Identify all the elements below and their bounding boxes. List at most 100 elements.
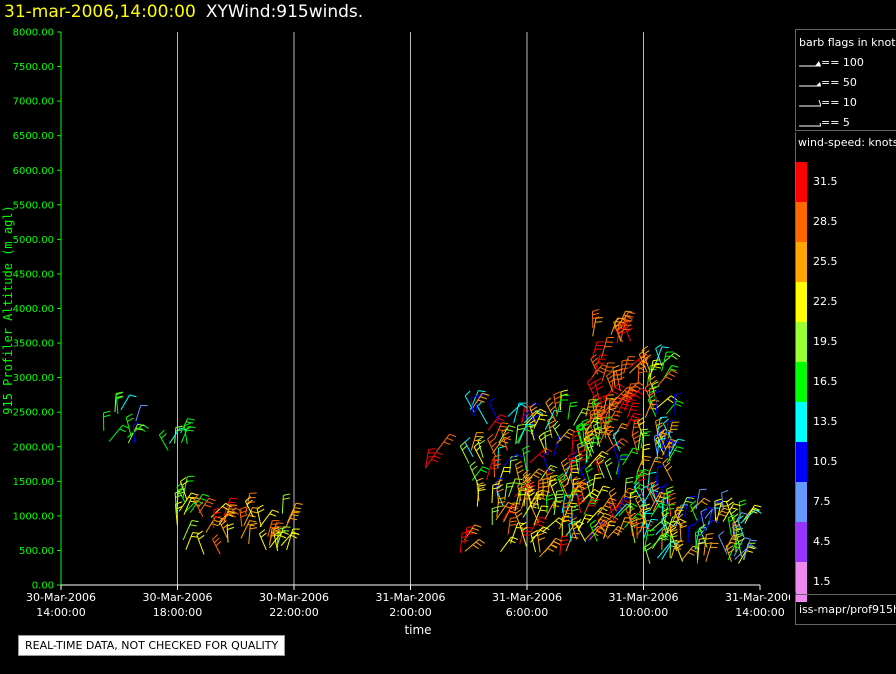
speed-label: 10.5 xyxy=(813,455,838,468)
speed-label: 19.5 xyxy=(813,335,838,348)
wind-barb xyxy=(586,377,597,400)
wind-barb xyxy=(248,522,258,545)
wind-barb xyxy=(135,404,148,422)
wind-barb xyxy=(689,500,698,521)
x-tick-date: 31-Mar-2006 xyxy=(492,591,562,604)
y-tick-label: 5500.00 xyxy=(13,200,54,211)
wind-barb xyxy=(182,520,199,541)
wind-barb xyxy=(239,506,248,527)
wind-barb xyxy=(695,488,707,510)
wind-barb xyxy=(637,362,646,385)
wind-barb xyxy=(496,497,506,518)
wind-barb xyxy=(459,531,470,553)
barb-row-100: == 100 xyxy=(799,56,864,70)
y-tick-label: 6500.00 xyxy=(13,131,54,142)
wind-barb xyxy=(424,451,443,469)
y-tick-label: 4000.00 xyxy=(13,304,54,315)
wind-barb xyxy=(636,455,652,472)
wind-barb xyxy=(655,465,665,486)
wind-barb xyxy=(654,395,678,410)
wind-barb xyxy=(643,509,651,529)
wind-barb xyxy=(243,506,260,526)
speed-label: 1.5 xyxy=(813,575,831,588)
wind-barb xyxy=(647,471,657,490)
quality-notice: REAL-TIME DATA, NOT CHECKED FOR QUALITY xyxy=(18,635,286,656)
wind-barb xyxy=(592,341,604,359)
wind-barb xyxy=(575,453,583,474)
wind-barb xyxy=(560,458,571,481)
wind-barb xyxy=(285,510,301,529)
wind-barb xyxy=(594,512,612,528)
wind-barb xyxy=(727,514,736,536)
wind-barb xyxy=(644,542,653,564)
barb-row-50: == 50 xyxy=(799,76,857,90)
wind-barb xyxy=(491,506,500,525)
wind-barb xyxy=(513,402,527,423)
data-source-box: iss-mapr/prof915h xyxy=(795,594,896,625)
wind-barb xyxy=(655,344,663,367)
wind-barb xyxy=(476,401,488,425)
wind-barb xyxy=(651,534,668,549)
wind-barb xyxy=(494,422,509,439)
wind-barb xyxy=(649,359,661,382)
wind-barb xyxy=(679,521,687,542)
wind-barb xyxy=(724,534,741,552)
wind-barb xyxy=(212,534,222,555)
wind-barb xyxy=(436,433,457,453)
wind-barb xyxy=(221,507,242,522)
speed-label: 22.5 xyxy=(813,295,838,308)
y-axis-label: 915 Profiler Altitude (m agl) xyxy=(1,205,15,415)
speed-label: 25.5 xyxy=(813,255,838,268)
wind-barb xyxy=(586,478,595,502)
wind-barb xyxy=(608,398,617,422)
wind-barb xyxy=(669,526,678,552)
wind-barb xyxy=(596,515,619,531)
wind-barb xyxy=(515,460,524,484)
wind-barb xyxy=(269,531,289,549)
wind-barb xyxy=(487,414,507,431)
wind-barb xyxy=(742,539,757,560)
wind-barb xyxy=(665,441,681,458)
wind-barb xyxy=(678,496,695,516)
barb-row-5: == 5 xyxy=(799,116,850,130)
wind-barb xyxy=(705,542,719,562)
speed-swatch xyxy=(796,362,807,402)
wind-barb xyxy=(731,512,749,529)
wind-barb xyxy=(174,490,183,514)
wind-barb xyxy=(552,420,562,442)
wind-barb xyxy=(193,494,204,517)
wind-barb xyxy=(592,317,603,337)
y-tick-label: 2500.00 xyxy=(13,408,54,419)
wind-barb xyxy=(286,528,300,551)
wind-barb xyxy=(185,532,200,550)
y-tick-label: 0.00 xyxy=(32,581,54,592)
wind-barb xyxy=(542,451,550,472)
wind-barb xyxy=(539,540,561,558)
wind-barb xyxy=(524,408,547,426)
wind-barb xyxy=(675,539,684,562)
wind-profile-plot: 0.00 500.00 1000.00 1500.00 2000.00 2500.00 30… xyxy=(1,28,790,638)
wind-barb xyxy=(559,473,570,499)
wind-barb xyxy=(158,429,169,451)
wind-barb xyxy=(522,473,532,493)
wind-barb xyxy=(586,441,594,462)
y-axis-ticks: 0.00 500.00 1000.00 1500.00 2000.00 2500.00 30… xyxy=(13,28,61,592)
wind-barb xyxy=(612,430,621,452)
wind-barb xyxy=(127,423,145,444)
wind-barb xyxy=(240,520,257,539)
title-date: 31-mar-2006,14:00:00 xyxy=(4,2,196,22)
wind-barb xyxy=(641,443,651,465)
wind-barb xyxy=(654,389,662,415)
speed-swatch xyxy=(796,522,807,562)
wind-barb xyxy=(726,497,734,520)
wind-barb xyxy=(498,425,516,444)
x-tick-date: 30-Mar-2006 xyxy=(259,591,329,604)
wind-barb xyxy=(526,493,544,513)
wind-barb xyxy=(732,520,741,541)
wind-barb xyxy=(103,410,111,431)
wind-barb xyxy=(623,356,636,374)
wind-barb xyxy=(675,504,689,527)
y-tick-label: 8000.00 xyxy=(13,28,54,39)
wind-barb xyxy=(633,468,651,485)
speed-swatch xyxy=(796,482,807,522)
